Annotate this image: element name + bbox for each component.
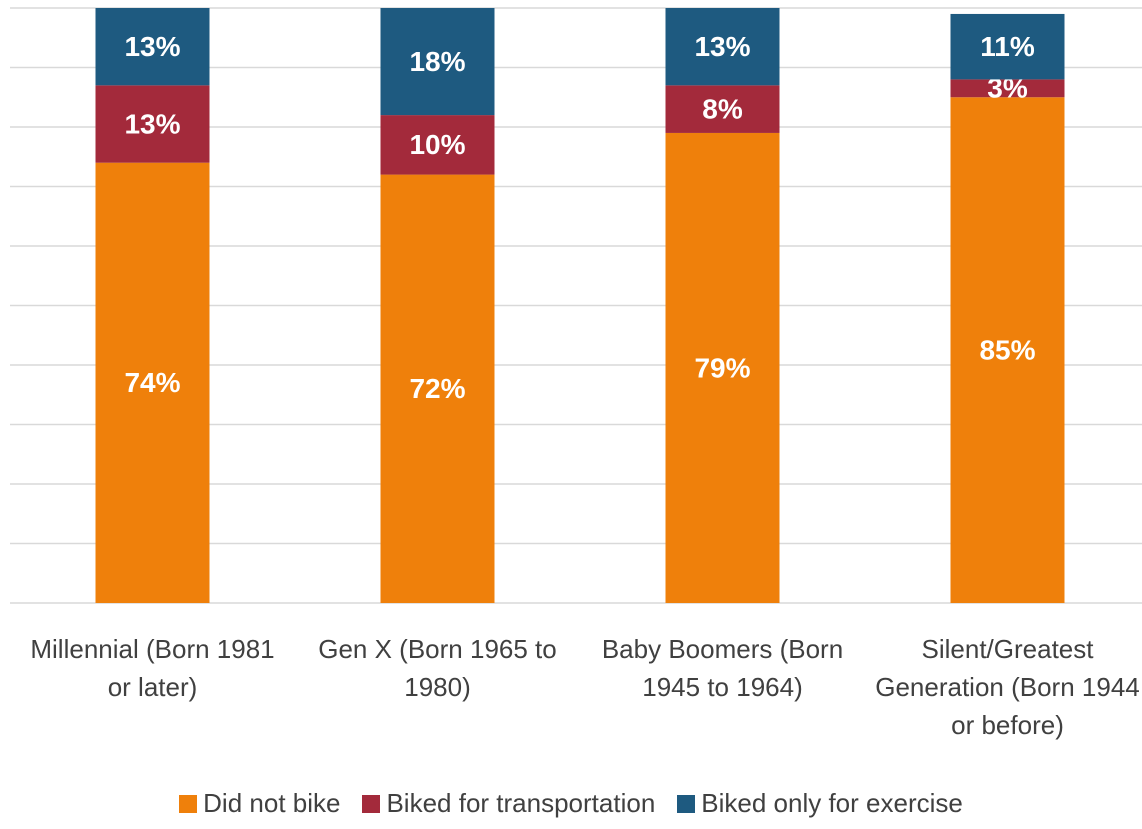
legend-label: Did not bike	[203, 788, 341, 818]
bar-segment	[665, 132, 780, 603]
bar-segment	[665, 8, 780, 86]
bar-segment	[665, 85, 780, 133]
bar-segment	[950, 79, 1065, 98]
data-label: 74%	[124, 367, 180, 398]
x-tick-label: Gen X (Born 1965 to 1980)	[318, 634, 557, 702]
data-label: 13%	[124, 108, 180, 139]
legend-item: Biked only for exercise	[677, 788, 963, 819]
bar-segment	[950, 13, 1065, 80]
legend-label: Biked for transportation	[386, 788, 656, 818]
data-label: 13%	[694, 31, 750, 62]
bar-segment	[380, 8, 495, 116]
legend-label: Biked only for exercise	[701, 788, 963, 818]
x-tick-label: Millennial (Born 1981 or later)	[30, 634, 275, 702]
bar-segment	[950, 97, 1065, 603]
legend-swatch	[179, 794, 198, 813]
data-label: 85%	[979, 335, 1035, 366]
bar-segment	[95, 8, 210, 86]
legend-item: Biked for transportation	[362, 788, 655, 819]
data-label: 72%	[409, 373, 465, 404]
bar-segment	[380, 174, 495, 603]
x-tick-label: Baby Boomers (Born 1945 to 1964)	[601, 634, 844, 702]
x-tick-label: Silent/Greatest Generation (Born 1944 or…	[875, 634, 1140, 740]
legend-item: Did not bike	[179, 788, 340, 819]
data-label: 11%	[980, 31, 1035, 62]
bar-segment	[95, 85, 210, 163]
data-label: 18%	[409, 46, 465, 77]
data-label: 8%	[702, 94, 743, 125]
legend: Did not bike Biked for transportation Bike…	[0, 788, 1142, 819]
data-label: 13%	[124, 31, 180, 62]
legend-swatch	[677, 794, 696, 813]
data-label: 10%	[409, 129, 465, 160]
bar-segment	[380, 115, 495, 175]
bar-segment	[95, 162, 210, 603]
legend-swatch	[362, 794, 381, 813]
data-label: 79%	[694, 352, 750, 383]
